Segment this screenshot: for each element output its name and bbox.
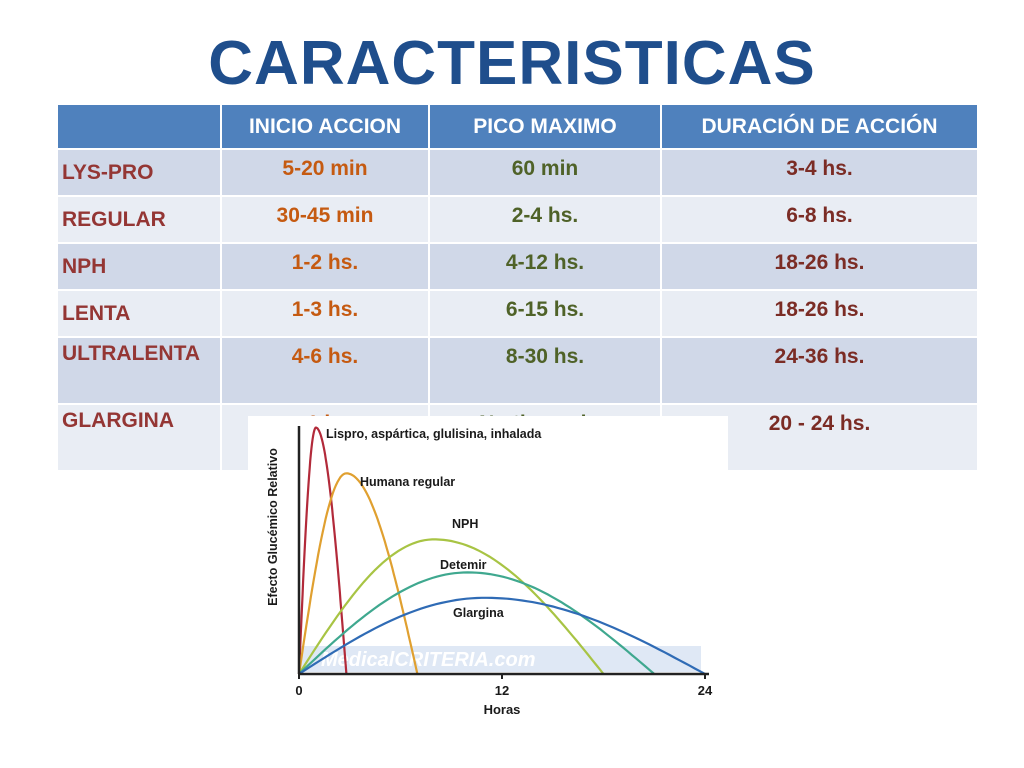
duracion-value: 18-26 hs. bbox=[660, 289, 979, 338]
insulin-name: ULTRALENTA bbox=[56, 336, 222, 405]
duracion-value: 6-8 hs. bbox=[660, 195, 979, 244]
watermark-band bbox=[301, 646, 701, 672]
insulin-characteristics-table: INICIO ACCION PICO MAXIMO DURACIÓN DE AC… bbox=[56, 103, 979, 472]
inicio-value: 5-20 min bbox=[220, 148, 430, 197]
x-axis-label: Horas bbox=[484, 702, 521, 717]
chart-svg: MedicalCRITERIA.com Lispro, aspártica, gl… bbox=[266, 426, 713, 717]
inicio-value: 4-6 hs. bbox=[220, 336, 430, 405]
insulin-name: LENTA bbox=[56, 289, 222, 338]
x-tick-label-0: 0 bbox=[295, 683, 302, 698]
pico-value: 6-15 hs. bbox=[428, 289, 662, 338]
series-label-3: Detemir bbox=[440, 558, 487, 572]
header-cell-duracion: DURACIÓN DE ACCIÓN bbox=[660, 103, 979, 150]
duracion-value: 3-4 hs. bbox=[660, 148, 979, 197]
page-title: CARACTERISTICAS bbox=[208, 29, 816, 98]
x-tick-label-2: 24 bbox=[698, 683, 713, 698]
inicio-value: 1-3 hs. bbox=[220, 289, 430, 338]
insulin-name: GLARGINA bbox=[56, 403, 222, 472]
inicio-value: 1-2 hs. bbox=[220, 242, 430, 291]
series-label-0: Lispro, aspártica, glulisina, inhalada bbox=[326, 427, 542, 441]
series-line-0 bbox=[297, 426, 348, 675]
pico-value: 2-4 hs. bbox=[428, 195, 662, 244]
table-row: LENTA 1-3 hs. 6-15 hs. 18-26 hs. bbox=[56, 289, 979, 338]
table-row: NPH 1-2 hs. 4-12 hs. 18-26 hs. bbox=[56, 242, 979, 291]
pico-value: 8-30 hs. bbox=[428, 336, 662, 405]
header-cell-inicio: INICIO ACCION bbox=[220, 103, 430, 150]
series-label-1: Humana regular bbox=[360, 475, 455, 489]
series-line-2 bbox=[298, 538, 605, 675]
table-row: ULTRALENTA 4-6 hs. 8-30 hs. 24-36 hs. bbox=[56, 336, 979, 405]
header-cell-pico: PICO MAXIMO bbox=[428, 103, 662, 150]
series-label-2: NPH bbox=[452, 517, 478, 531]
insulin-name: NPH bbox=[56, 242, 222, 291]
y-axis-label: Efecto Glucémico Relativo bbox=[266, 448, 280, 606]
duracion-value: 24-36 hs. bbox=[660, 336, 979, 405]
series-label-4: Glargina bbox=[453, 606, 505, 620]
table-row: REGULAR 30-45 min 2-4 hs. 6-8 hs. bbox=[56, 195, 979, 244]
series-line-4 bbox=[298, 596, 706, 675]
header-cell-empty bbox=[56, 103, 222, 150]
watermark-text: MedicalCRITERIA.com bbox=[321, 649, 535, 671]
table-row: LYS-PRO 5-20 min 60 min 3-4 hs. bbox=[56, 148, 979, 197]
inicio-value: 30-45 min bbox=[220, 195, 430, 244]
pico-value: 60 min bbox=[428, 148, 662, 197]
series-line-1 bbox=[297, 472, 419, 675]
duracion-value: 18-26 hs. bbox=[660, 242, 979, 291]
insulin-action-chart: MedicalCRITERIA.com Lispro, aspártica, gl… bbox=[248, 416, 728, 728]
pico-value: 4-12 hs. bbox=[428, 242, 662, 291]
series-line-3 bbox=[298, 571, 656, 675]
x-tick-label-1: 12 bbox=[495, 683, 509, 698]
insulin-name: REGULAR bbox=[56, 195, 222, 244]
insulin-name: LYS-PRO bbox=[56, 148, 222, 197]
table-header-row: INICIO ACCION PICO MAXIMO DURACIÓN DE AC… bbox=[56, 103, 979, 150]
